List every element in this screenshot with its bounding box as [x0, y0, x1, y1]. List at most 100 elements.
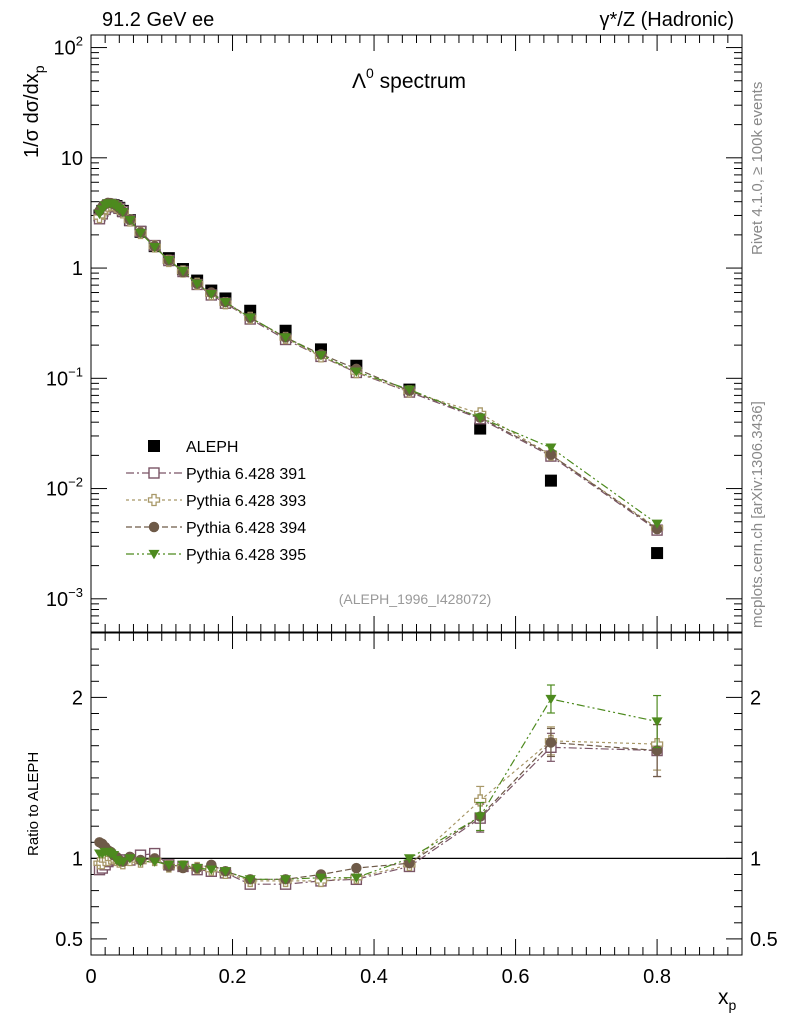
data-point [205, 290, 217, 300]
main-y-tick-base: 10 [46, 589, 68, 611]
main-y-tick-label: 10 [61, 148, 83, 170]
legend-marker [147, 493, 161, 507]
ratio-series-pythia-6-428-394 [94, 723, 663, 885]
mcplots-label: mcplots.cern.ch [arXiv:1306.3436] [749, 401, 766, 628]
plot-title: Λ0 spectrum [352, 65, 466, 93]
main-y-tick-label: 10−1 [46, 364, 83, 390]
legend-item: Pythia 6.428 393 [126, 493, 306, 510]
data-point [124, 216, 136, 226]
ratio-point [191, 863, 203, 874]
data-point [651, 547, 664, 560]
ratio-y-tick-label: 1 [72, 848, 83, 870]
ratio-series-line [99, 740, 658, 882]
rivet-version-label: Rivet 4.1.0, ≥ 100k events [749, 82, 766, 255]
ratio-point [117, 857, 129, 867]
legend-label: Pythia 6.428 391 [186, 466, 306, 483]
header-energy-label: 91.2 GeV ee [102, 9, 214, 31]
ratio-point [651, 717, 663, 727]
main-series-line [98, 204, 658, 531]
legend-label: Pythia 6.428 394 [186, 520, 306, 537]
ratio-point [108, 851, 120, 861]
legend-item: Pythia 6.428 391 [126, 466, 306, 483]
ratio-y-tick-label: 0.5 [55, 929, 83, 951]
ratio-point [177, 860, 189, 871]
legend-item: Pythia 6.428 395 [126, 547, 306, 564]
data-point [177, 266, 189, 277]
main-series-pythia-6-428-391 [93, 199, 663, 536]
ratio-point [474, 794, 487, 807]
legend-label: Pythia 6.428 395 [186, 547, 306, 564]
data-point [474, 413, 486, 423]
legend-marker [148, 521, 160, 533]
data-point [544, 474, 557, 487]
ratio-point [244, 875, 256, 885]
data-point [163, 256, 175, 266]
ratio-point [545, 694, 557, 705]
x-axis-label-text: x [718, 986, 729, 1009]
ratio-y-tick-label: 2 [72, 687, 83, 709]
main-series-pythia-6-428-393 [93, 198, 664, 535]
data-point [244, 313, 256, 323]
main-y-tick-label: 1 [72, 258, 83, 280]
main-y-axis-label-sub: p [31, 65, 47, 73]
legend-item: Pythia 6.428 394 [126, 520, 306, 537]
plot-title-superscript: 0 [366, 65, 374, 81]
x-tick-label: 0.8 [643, 966, 671, 988]
ratio-series-line [99, 698, 658, 880]
x-axis-label-sub: p [729, 997, 737, 1013]
ratio-point [205, 865, 217, 875]
data-point [315, 351, 327, 361]
main-y-axis-label-text: 1/σ dσ/dx [21, 73, 43, 158]
main-y-tick-label: 10−2 [46, 475, 83, 501]
ratio-point [149, 857, 161, 867]
data-point [350, 367, 362, 377]
ratio-point [135, 857, 147, 867]
ratio-y-tick-label-right: 1 [750, 848, 761, 870]
x-axis-label: xp [718, 986, 737, 1013]
ratio-point [163, 860, 175, 871]
data-point [651, 523, 663, 535]
ratio-point [124, 854, 136, 864]
data-point [219, 298, 231, 308]
ratio-plot-frame [90, 632, 743, 956]
legend-marker [148, 467, 160, 479]
main-series-group [93, 197, 664, 560]
main-series-line [98, 202, 658, 525]
ratio-point [351, 862, 362, 874]
ratio-point [350, 873, 362, 883]
ratio-point [403, 854, 415, 864]
ratio-point [219, 867, 231, 877]
main-y-tick-label: 10−3 [46, 585, 83, 611]
ratio-point [545, 737, 557, 748]
data-point [280, 333, 292, 343]
main-y-tick-exponent: −2 [68, 475, 83, 490]
legend-item: ALEPH [148, 439, 238, 456]
x-tick-label: 0 [85, 966, 96, 988]
data-point [651, 519, 663, 529]
data-point [117, 207, 129, 218]
ratio-y-tick-label-right: 0.5 [750, 929, 778, 951]
ratio-y-tick-label-right: 2 [750, 687, 761, 709]
ratio-series-group [93, 684, 664, 890]
ratio-axis-ticks: 0.5 0.5 1 1 2 2 0 0.2 0.4 0.6 0.8 [55, 633, 778, 988]
legend-label: Pythia 6.428 393 [186, 493, 306, 510]
main-series-pythia-6-428-395 [93, 199, 663, 529]
main-y-tick-exponent: 2 [76, 34, 83, 49]
main-y-tick-exponent: −3 [68, 585, 83, 600]
data-point [403, 385, 415, 395]
ratio-y-axis-label: Ratio to ALEPH [25, 752, 42, 856]
main-y-tick-base: 10 [46, 479, 68, 501]
plot-title-lambda: Λ [352, 70, 366, 93]
x-tick-label: 0.2 [219, 966, 247, 988]
data-point [135, 228, 147, 239]
main-series-line [99, 202, 658, 530]
data-point [149, 242, 161, 253]
main-y-tick-base: 10 [54, 38, 76, 60]
main-series-pythia-6-428-394 [94, 197, 663, 535]
main-y-tick-base: 10 [46, 368, 68, 390]
header-process-label: γ*/Z (Hadronic) [600, 9, 734, 31]
analysis-id-label: (ALEPH_1996_I428072) [339, 591, 492, 607]
data-point [191, 279, 203, 290]
